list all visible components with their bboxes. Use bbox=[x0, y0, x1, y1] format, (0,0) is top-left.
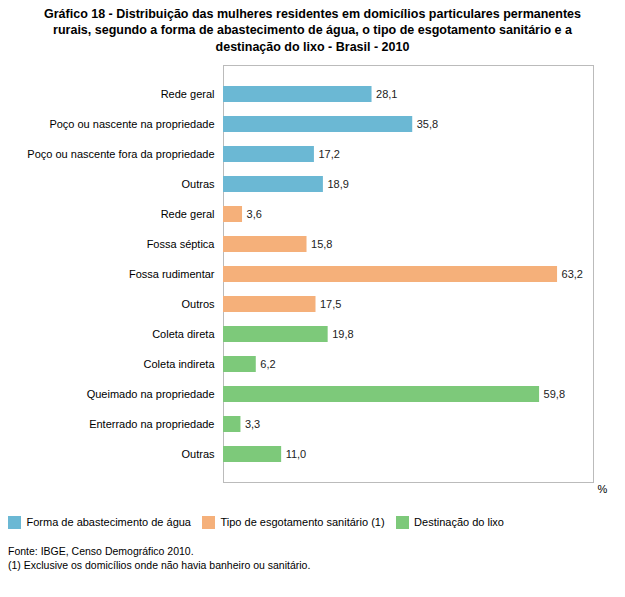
svg-text:Rede geral: Rede geral bbox=[161, 88, 215, 100]
svg-text:59,8: 59,8 bbox=[544, 388, 565, 400]
svg-text:17,2: 17,2 bbox=[318, 148, 339, 160]
svg-text:Queimado na propriedade: Queimado na propriedade bbox=[87, 388, 215, 400]
html-text:Gráfico 18 - Distribuição das: Gráfico 18 - Distribuição das mulheres r… bbox=[44, 7, 581, 54]
html-text:Destinação do lixo: Destinação do lixo bbox=[414, 516, 504, 529]
svg-text:Poço ou nascente na propriedad: Poço ou nascente na propriedade bbox=[49, 118, 214, 130]
svg-text:%: % bbox=[598, 483, 608, 495]
html-text:Tipo de esgotamento sanitário: Tipo de esgotamento sanitário (1) bbox=[220, 516, 385, 529]
svg-text:Outros: Outros bbox=[181, 298, 215, 310]
svg-text:Rede geral: Rede geral bbox=[161, 208, 215, 220]
svg-text:Outras: Outras bbox=[181, 178, 215, 190]
svg-text:Outras: Outras bbox=[181, 448, 215, 460]
svg-text:3,6: 3,6 bbox=[247, 208, 262, 220]
svg-text:17,5: 17,5 bbox=[320, 298, 341, 310]
svg-text:Coleta direta: Coleta direta bbox=[152, 328, 215, 340]
svg-text:Fossa rudimentar: Fossa rudimentar bbox=[129, 268, 215, 280]
svg-text:15,8: 15,8 bbox=[311, 238, 332, 250]
html-text:Forma de abastecimento de água: Forma de abastecimento de água bbox=[26, 516, 191, 529]
svg-text:11,0: 11,0 bbox=[286, 448, 307, 460]
svg-text:18,9: 18,9 bbox=[327, 178, 348, 190]
html-text:Fonte: IBGE, Censo Demográfico: Fonte: IBGE, Censo Demográfico 2010. bbox=[8, 545, 194, 558]
svg-text:3,3: 3,3 bbox=[245, 418, 260, 430]
svg-text:Fossa séptica: Fossa séptica bbox=[147, 238, 216, 250]
html-text:(1) Exclusive os domicílios on: (1) Exclusive os domicílios onde não hav… bbox=[8, 559, 311, 572]
svg-text:Coleta indireta: Coleta indireta bbox=[144, 358, 216, 370]
svg-text:19,8: 19,8 bbox=[332, 328, 353, 340]
svg-text:35,8: 35,8 bbox=[417, 118, 438, 130]
svg-text:Enterrado na propriedade: Enterrado na propriedade bbox=[89, 418, 214, 430]
svg-text:Poço ou nascente fora da propr: Poço ou nascente fora da propriedade bbox=[27, 148, 214, 160]
svg-text:28,1: 28,1 bbox=[376, 88, 397, 100]
svg-text:6,2: 6,2 bbox=[260, 358, 275, 370]
svg-text:63,2: 63,2 bbox=[562, 268, 583, 280]
